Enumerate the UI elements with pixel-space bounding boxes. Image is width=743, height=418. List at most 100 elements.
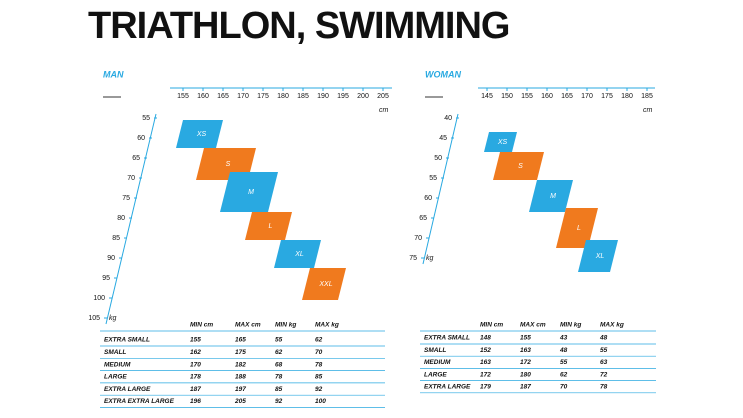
kg-tick-label: 90	[107, 255, 115, 262]
cell: 148	[480, 335, 491, 342]
cell: 62	[560, 371, 568, 378]
cell: 172	[520, 359, 531, 366]
cell: 85	[275, 386, 283, 393]
row-name: EXTRA SMALL	[424, 335, 470, 342]
size-box	[556, 208, 598, 248]
table-header: MAX kg	[315, 322, 339, 329]
cell: 155	[190, 337, 201, 344]
row-name: EXTRA LARGE	[104, 386, 151, 393]
cell: 187	[520, 384, 531, 391]
cm-tick-label: 165	[561, 93, 573, 100]
size-box	[578, 240, 618, 272]
cell: 63	[600, 359, 608, 366]
cell: 78	[275, 374, 283, 381]
cm-tick-label: 160	[197, 93, 209, 100]
cm-tick-label: 170	[237, 93, 249, 100]
kg-tick-label: 95	[102, 275, 110, 282]
table-header: MIN kg	[275, 322, 296, 329]
cm-tick-label: 185	[297, 93, 309, 100]
size-box	[529, 180, 573, 212]
kg-tick-label: 55	[429, 175, 437, 182]
cell: 175	[235, 349, 246, 356]
cm-tick-label: 180	[277, 93, 289, 100]
size-label: S	[518, 163, 523, 170]
kg-unit: kg	[109, 315, 117, 322]
kg-tick-label: 105	[88, 315, 100, 322]
kg-tick-label: 40	[444, 115, 452, 122]
size-label: XS	[497, 139, 508, 146]
size-label: L	[269, 223, 273, 230]
kg-tick-label: 45	[439, 135, 447, 142]
size-label: M	[248, 189, 254, 196]
row-name: LARGE	[424, 371, 447, 378]
cell: 178	[190, 374, 201, 381]
cell: 196	[190, 398, 201, 405]
cell: 165	[235, 337, 246, 344]
kg-tick-label: 85	[112, 235, 120, 242]
table-header: MAX cm	[235, 322, 261, 329]
title: TRIATHLON, SWIMMING	[88, 5, 509, 47]
cm-tick-label: 180	[621, 93, 633, 100]
cm-tick-label: 185	[641, 93, 653, 100]
kg-tick-label: 70	[414, 235, 422, 242]
cm-tick-label: 190	[317, 93, 329, 100]
cell: 62	[315, 337, 323, 344]
row-name: SMALL	[104, 349, 126, 356]
cm-tick-label: 160	[541, 93, 553, 100]
cell: 179	[480, 384, 491, 391]
cell: 72	[600, 371, 608, 378]
kg-tick-label: 50	[434, 155, 442, 162]
cm-tick-label: 205	[377, 93, 389, 100]
kg-tick-label: 65	[132, 155, 140, 162]
cell: 205	[234, 398, 246, 405]
kg-tick-label: 70	[127, 175, 135, 182]
cell: 162	[190, 349, 201, 356]
size-box	[302, 268, 346, 300]
size-label: L	[577, 225, 581, 232]
kg-tick-label: 60	[424, 195, 432, 202]
row-name: EXTRA SMALL	[104, 337, 150, 344]
cm-tick-label: 200	[357, 93, 369, 100]
cell: 85	[315, 374, 323, 381]
row-name: EXTRA LARGE	[424, 384, 471, 391]
cm-tick-label: 155	[521, 93, 533, 100]
cm-unit: cm	[643, 107, 653, 114]
cell: 172	[480, 371, 491, 378]
kg-tick-label: 80	[117, 215, 125, 222]
table-header: MIN kg	[560, 322, 581, 329]
cell: 155	[520, 335, 531, 342]
size-box	[220, 172, 278, 212]
cell: 55	[600, 347, 608, 354]
cell: 163	[520, 347, 531, 354]
row-name: SMALL	[424, 347, 446, 354]
cell: 197	[235, 386, 246, 393]
kg-axis	[422, 113, 459, 265]
cell: 152	[480, 347, 491, 354]
size-box	[484, 132, 517, 152]
cm-tick-label: 195	[337, 93, 349, 100]
cell: 70	[560, 384, 568, 391]
cm-tick-label: 150	[501, 93, 513, 100]
cm-tick-label: 145	[481, 93, 493, 100]
cm-tick-label: 175	[257, 93, 269, 100]
size-box	[245, 212, 292, 240]
kg-tick-label: 75	[122, 195, 130, 202]
cell: 187	[190, 386, 201, 393]
table-header: MIN cm	[480, 322, 503, 329]
cell: 170	[190, 361, 201, 368]
cell: 92	[275, 398, 283, 405]
cell: 78	[315, 361, 323, 368]
cell: 70	[315, 349, 323, 356]
cell: 100	[315, 398, 326, 405]
size-label: XL	[294, 251, 304, 258]
cm-tick-label: 155	[177, 93, 189, 100]
cm-tick-label: 175	[601, 93, 613, 100]
cell: 163	[480, 359, 491, 366]
row-name: EXTRA EXTRA LARGE	[104, 398, 175, 405]
section-label: WOMAN	[425, 69, 461, 79]
row-name: MEDIUM	[424, 359, 451, 366]
cm-tick-label: 170	[581, 93, 593, 100]
size-label: XXL	[318, 281, 332, 288]
size-box	[274, 240, 321, 268]
